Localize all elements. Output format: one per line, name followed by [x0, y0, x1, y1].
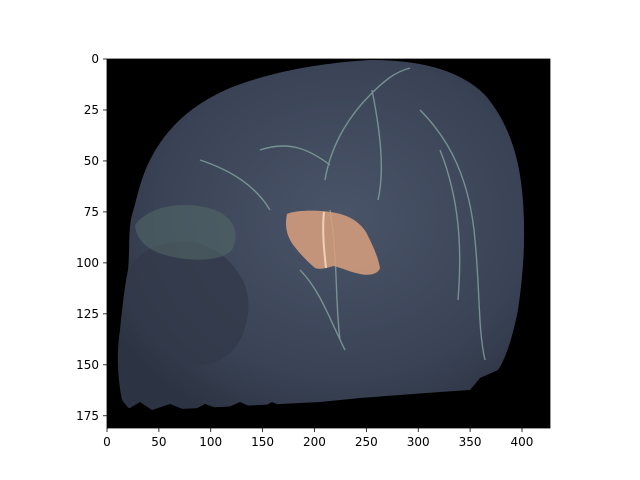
neck-edge — [107, 380, 550, 428]
x-tick-label: 300 — [407, 435, 430, 449]
y-tick-label: 0 — [91, 52, 99, 66]
x-tick-label: 350 — [459, 435, 482, 449]
overlay-vessel — [322, 211, 327, 269]
x-tick-label: 250 — [355, 435, 378, 449]
y-tick-label: 125 — [76, 307, 99, 321]
image-panel — [107, 59, 550, 428]
x-tick-label: 400 — [511, 435, 534, 449]
x-tick-label: 50 — [151, 435, 166, 449]
y-tick-label: 75 — [84, 205, 99, 219]
segmentation-overlay — [285, 210, 380, 275]
y-tick-label: 175 — [76, 409, 99, 423]
x-tick-label: 100 — [199, 435, 222, 449]
y-tick-label: 25 — [84, 103, 99, 117]
y-tick-label: 50 — [84, 154, 99, 168]
y-tick-label: 150 — [76, 358, 99, 372]
x-tick-label: 200 — [303, 435, 326, 449]
axes-frame — [106, 58, 551, 429]
x-tick-label: 0 — [103, 435, 111, 449]
y-axis: 0 25 50 75 100 125 150 175 — [76, 52, 107, 423]
x-tick-label: 150 — [251, 435, 274, 449]
face-region — [126, 241, 249, 366]
vessel-network — [199, 67, 486, 361]
y-tick-label: 100 — [76, 256, 99, 270]
orbit-region — [135, 205, 236, 260]
x-axis: 0 50 100 150 200 250 300 350 400 — [103, 428, 533, 449]
